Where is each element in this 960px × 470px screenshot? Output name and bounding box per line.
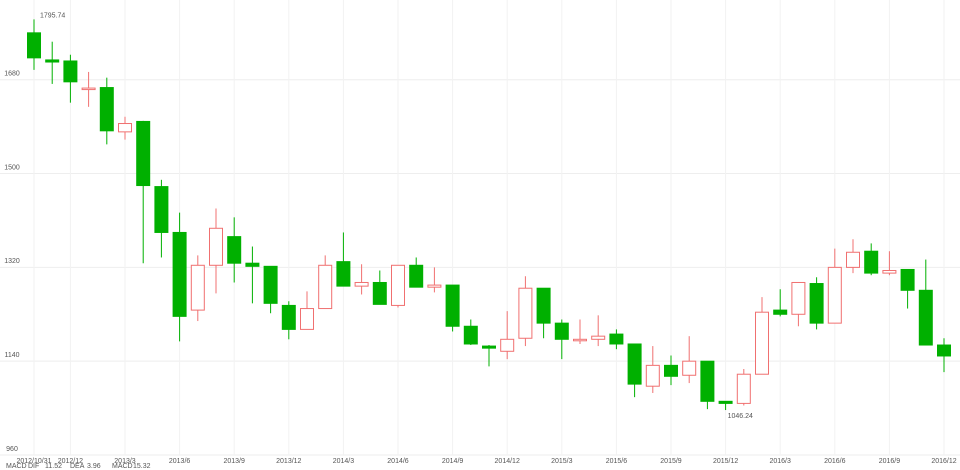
y-tick-label: 1140 — [4, 352, 19, 359]
candle-body — [736, 373, 751, 404]
candle-body — [627, 343, 642, 385]
max-label: 1795.74 — [40, 12, 65, 19]
candle-body — [245, 262, 260, 267]
candle-body — [882, 269, 897, 274]
y-tick-label: 960 — [6, 446, 18, 453]
y-tick-label: 1320 — [4, 258, 20, 265]
candle-body — [209, 227, 223, 266]
x-tick-label: 2014/9 — [442, 458, 464, 465]
x-tick-label: 2014/6 — [387, 458, 409, 465]
candle-body — [591, 335, 606, 340]
min-label: 1046.24 — [728, 413, 753, 420]
candle-body — [99, 87, 114, 132]
candle-body — [27, 32, 41, 59]
candle-body — [791, 281, 806, 315]
candle-body — [500, 338, 515, 352]
x-tick-label: 2013/3 — [114, 458, 136, 465]
candle-body — [354, 281, 369, 287]
x-tick-label: 2015/12 — [713, 458, 738, 465]
x-tick-label: 2014/12 — [495, 458, 520, 465]
candle-body — [172, 231, 187, 317]
candle-body — [300, 308, 314, 330]
indicator-title: MACD — [6, 463, 27, 470]
candle-body — [645, 364, 660, 387]
candle-body — [609, 333, 624, 345]
y-tick-label: 1680 — [4, 71, 20, 78]
x-tick-label: 2016/6 — [824, 458, 846, 465]
candle-body — [755, 311, 769, 375]
candle-body — [682, 360, 697, 376]
candle-body — [445, 284, 460, 327]
x-tick-label: 2012/12 — [58, 458, 83, 465]
candle-body — [937, 344, 951, 357]
candle-body — [336, 261, 351, 287]
candle-body — [554, 322, 569, 340]
x-tick-label: 2014/3 — [333, 458, 355, 465]
candle-body — [227, 236, 242, 264]
candle-body — [263, 265, 278, 304]
candle-body — [154, 186, 169, 233]
x-tick-label: 2016/9 — [879, 458, 901, 465]
candle-body — [918, 289, 933, 346]
candle-body — [809, 283, 824, 324]
x-tick-label: 2013/6 — [169, 458, 191, 465]
candle-body — [482, 345, 496, 349]
candle-body — [573, 338, 587, 342]
x-tick-label: 2015/3 — [551, 458, 573, 465]
indicator-value: 3.96 — [87, 463, 101, 470]
y-tick-label: 1500 — [4, 164, 20, 171]
indicator-name: DIF — [28, 463, 39, 470]
candle-body — [718, 400, 733, 404]
candle-body — [463, 325, 478, 345]
indicator-value: 11.52 — [45, 463, 62, 470]
candle-body — [518, 287, 533, 339]
candle-body — [700, 360, 715, 402]
x-tick-label: 2012/10/31 — [16, 458, 51, 465]
candle-body — [63, 60, 78, 83]
indicator-name: DEA — [70, 463, 85, 470]
candle-body — [318, 264, 333, 310]
candle-body — [664, 364, 678, 377]
candle-body — [773, 309, 788, 315]
x-tick-label: 2013/9 — [223, 458, 245, 465]
x-tick-label: 2015/6 — [606, 458, 628, 465]
indicator-name: MACD — [112, 463, 133, 470]
x-tick-label: 2016/12 — [931, 458, 956, 465]
candle-body — [409, 264, 424, 288]
candle-body — [281, 304, 296, 330]
candle-body — [118, 123, 132, 133]
candle-body — [427, 284, 442, 288]
candle-body — [372, 281, 387, 305]
candle-body — [846, 251, 860, 268]
indicator-value: 15.32 — [133, 463, 151, 470]
candle-body — [864, 250, 879, 274]
candle-body — [391, 264, 405, 306]
x-tick-label: 2015/9 — [660, 458, 682, 465]
candle-body — [190, 264, 205, 311]
candle-body — [45, 59, 60, 63]
candle-body — [900, 268, 915, 291]
candle-body — [827, 266, 842, 324]
x-tick-label: 2016/3 — [769, 458, 791, 465]
candle-body — [136, 120, 151, 187]
x-tick-label: 2013/12 — [276, 458, 301, 465]
candle-body — [536, 287, 551, 324]
candle-body — [81, 87, 96, 91]
